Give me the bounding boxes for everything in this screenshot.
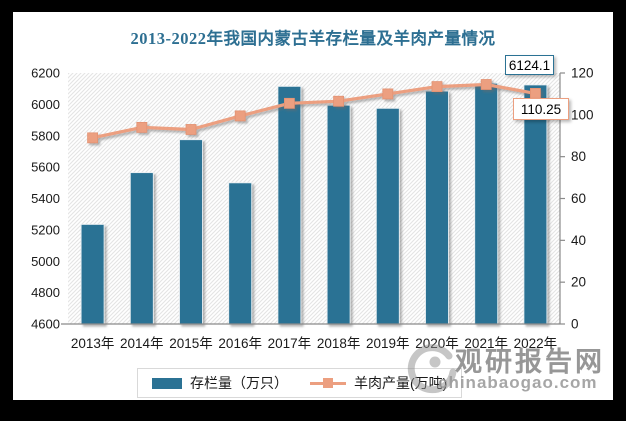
x-axis-category-label: 2022年 — [514, 336, 558, 351]
line-marker-2018年 — [333, 95, 345, 107]
stock-bar-2015年 — [179, 139, 203, 325]
chart-panel: 2013-2022年我国内蒙古羊存栏量及羊肉产量情况 4600 4800 5000 5… — [13, 12, 613, 400]
line-marker-2019年 — [382, 88, 394, 100]
stock-bar-2017年 — [277, 85, 302, 325]
stock-bar-2020年 — [425, 90, 449, 325]
left-axis-tick-label: 5800 — [31, 128, 60, 143]
line-marker-2017年 — [283, 97, 295, 109]
x-axis-category-label: 2016年 — [218, 336, 262, 351]
line-marker-2020年 — [431, 81, 443, 92]
right-axis-tick-label: 120 — [571, 66, 594, 81]
bar-end-data-label: 6124.1 — [505, 55, 554, 75]
x-axis-category-label: 2019年 — [366, 336, 410, 351]
stock-bar-2021年 — [474, 82, 499, 325]
chart-title: 2013-2022年我国内蒙古羊存栏量及羊肉产量情况 — [130, 29, 496, 48]
x-axis-category-label: 2013年 — [71, 336, 115, 351]
line-marker-2015年 — [185, 124, 197, 135]
legend-line-sample-icon — [310, 377, 346, 389]
left-axis-tick-label: 6200 — [31, 66, 60, 81]
production-line — [92, 82, 536, 140]
stock-bar-2014年 — [129, 172, 154, 325]
x-axis-category-label: 2017年 — [268, 336, 312, 351]
legend-line-marker — [323, 378, 333, 388]
right-axis-tick-label: 100 — [571, 107, 594, 122]
right-axis-tick-label: 0 — [571, 317, 579, 332]
line-marker-2016年 — [234, 110, 246, 122]
left-axis-tick-label: 5200 — [31, 222, 60, 237]
left-axis-tick-label: 5600 — [31, 160, 60, 175]
line-marker-2021年 — [480, 79, 492, 90]
right-axis-tick-label: 80 — [571, 149, 586, 164]
right-axis-tick-label: 20 — [571, 275, 586, 290]
x-axis-category-label: 2021年 — [464, 336, 508, 351]
x-axis-category-label: 2014年 — [120, 336, 164, 351]
x-axis-category-label: 2018年 — [317, 336, 361, 351]
line-marker-2013年 — [87, 132, 98, 144]
left-axis-tick-label: 4600 — [31, 317, 60, 332]
right-axis-tick-label: 60 — [571, 191, 586, 206]
legend-line-label: 羊肉产量(万吨) — [354, 375, 448, 391]
x-axis-category-label: 2015年 — [169, 336, 213, 351]
line-end-data-label: 110.25 — [513, 98, 569, 120]
left-axis-tick-label: 4800 — [31, 285, 60, 300]
line-marker-2022年 — [530, 87, 541, 99]
right-axis-tick-label: 40 — [571, 233, 586, 248]
line-marker-2014年 — [136, 121, 148, 133]
stock-bar-2013年 — [80, 223, 105, 325]
left-axis-tick-label: 5400 — [31, 191, 60, 206]
left-axis-tick-label: 5000 — [31, 254, 60, 269]
stock-bar-2018年 — [326, 104, 351, 325]
stock-bar-2019年 — [375, 107, 400, 325]
chart-plot-svg: 4600 4800 5000 5200 5400 5600 5800 6000 6200 0 20 4… — [31, 66, 594, 352]
chart-legend: 存栏量（万只） 羊肉产量(万吨) — [137, 368, 463, 398]
legend-bar-swatch-icon — [152, 377, 182, 389]
left-axis-tick-label: 6000 — [31, 97, 60, 112]
bars-group — [80, 82, 548, 325]
x-axis-category-label: 2020年 — [415, 336, 459, 351]
production-line-group — [87, 79, 541, 144]
stock-bar-2022年 — [523, 84, 548, 325]
stock-bar-2016年 — [228, 182, 253, 325]
legend-bar-label: 存栏量（万只） — [190, 375, 288, 391]
